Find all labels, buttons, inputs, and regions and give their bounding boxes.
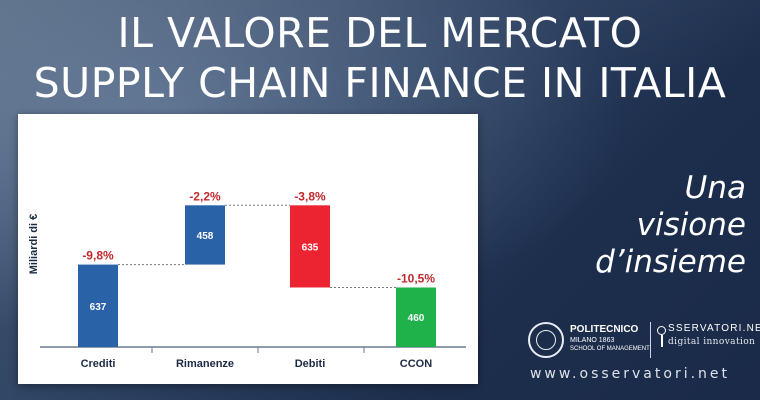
value-label: 635 <box>302 242 319 253</box>
bar-crediti <box>78 264 118 347</box>
location-pin-icon <box>657 326 666 335</box>
page-title: IL VALORE DEL MERCATO SUPPLY CHAIN FINAN… <box>0 8 760 108</box>
change-label: -2,2% <box>189 189 221 203</box>
location-pin-stem <box>661 335 663 347</box>
waterfall-chart: 637 -9,8% Crediti 458 -2,2% Rimanenze 635 -3,8%… <box>28 189 466 370</box>
title-line-1: IL VALORE DEL MERCATO <box>117 9 643 57</box>
value-label: 637 <box>90 302 107 313</box>
osservatori-subtitle: digital innovation <box>668 337 756 347</box>
x-tick-label: Crediti <box>81 358 116 370</box>
tagline-line-2: visione <box>636 207 746 243</box>
bar-debiti <box>290 205 330 288</box>
value-label: 458 <box>197 231 214 242</box>
polimi-subtitle-2: SCHOOL OF MANAGEMENT <box>570 346 650 352</box>
change-label: -10,5% <box>397 271 435 285</box>
website-url: www.osservatori.net <box>529 366 731 382</box>
bar-rimanenze <box>185 205 225 265</box>
value-label: 460 <box>408 313 425 324</box>
title-line-2: SUPPLY CHAIN FINANCE IN ITALIA <box>33 59 727 107</box>
x-tick-label: CCON <box>400 358 432 370</box>
chart-card: 637 -9,8% Crediti 458 -2,2% Rimanenze 635 -3,8%… <box>18 114 478 384</box>
x-tick-label: Rimanenze <box>176 358 234 370</box>
bar-ccon <box>396 287 436 347</box>
change-label: -3,8% <box>294 189 326 203</box>
logo-divider <box>650 322 651 358</box>
polimi-name: POLITECNICO <box>570 324 639 335</box>
y-axis-label: Miliardi di € <box>28 214 40 275</box>
change-label: -9,8% <box>82 249 114 263</box>
tagline: Una visione d’insieme <box>546 170 746 281</box>
tagline-line-1: Una <box>684 170 746 206</box>
tagline-line-3: d’insieme <box>595 244 746 280</box>
seal-inner-ring <box>536 330 556 350</box>
polimi-subtitle-1: MILANO 1863 <box>570 337 615 344</box>
polimi-seal-icon <box>528 322 564 358</box>
osservatori-name: SSERVATORI.NET <box>668 323 760 334</box>
x-tick-label: Debiti <box>295 358 326 370</box>
logo-row: POLITECNICO MILANO 1863 SCHOOL OF MANAGE… <box>528 320 760 364</box>
